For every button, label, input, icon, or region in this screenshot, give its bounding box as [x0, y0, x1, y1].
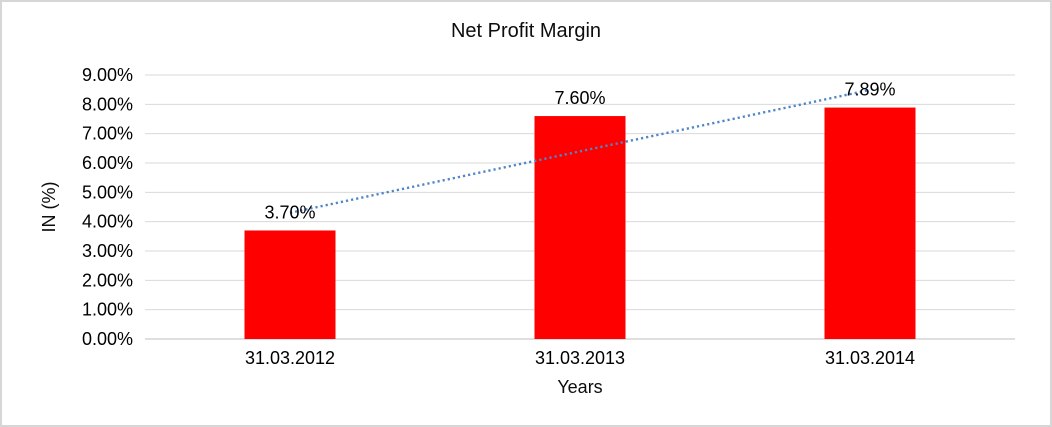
y-tick-label: 5.00%: [82, 182, 133, 202]
y-tick-label: 6.00%: [82, 153, 133, 173]
y-tick-label: 9.00%: [82, 65, 133, 85]
bar: [244, 230, 336, 339]
value-label: 3.70%: [264, 202, 315, 222]
value-label: 7.89%: [844, 80, 895, 100]
category-label: 31.03.2013: [535, 348, 625, 368]
trendline: [289, 88, 871, 214]
y-tick-label: 8.00%: [82, 94, 133, 114]
y-tick-label: 1.00%: [82, 300, 133, 320]
y-tick-label: 0.00%: [82, 329, 133, 349]
category-label: 31.03.2014: [825, 348, 915, 368]
chart-title: Net Profit Margin: [450, 20, 602, 42]
y-tick-label: 2.00%: [82, 270, 133, 290]
x-axis-title: Years: [557, 377, 603, 397]
bar: [534, 116, 626, 339]
y-tick-label: 4.00%: [82, 212, 133, 232]
value-label: 7.60%: [554, 88, 605, 108]
y-tick-label: 3.00%: [82, 241, 133, 261]
bar: [824, 107, 916, 339]
category-label: 31.03.2012: [245, 348, 335, 368]
y-tick-label: 7.00%: [82, 124, 133, 144]
